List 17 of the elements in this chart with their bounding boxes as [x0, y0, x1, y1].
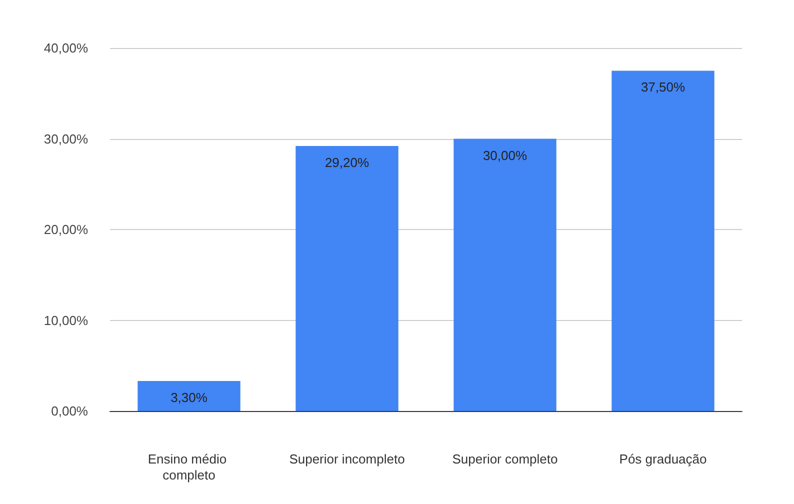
bar: [454, 138, 556, 411]
y-tick-label: 20,00%: [44, 222, 88, 237]
data-label: 29,20%: [324, 155, 370, 170]
x-tick-label: Superior completo: [452, 452, 558, 466]
bar: [296, 146, 398, 411]
y-tick-label: 0,00%: [51, 404, 88, 418]
data-label: 37,50%: [640, 80, 686, 95]
x-tick-label: Pós graduação: [619, 452, 707, 466]
x-tick-label: Ensino médio completo: [148, 452, 230, 482]
y-tick-label: 30,00%: [44, 131, 88, 146]
data-label: 3,30%: [170, 390, 208, 406]
y-tick-label: 10,00%: [44, 312, 88, 328]
data-label: 30,00%: [482, 148, 528, 163]
x-tick-label: Superior incompleto: [289, 452, 405, 466]
bar: [612, 70, 714, 411]
bar: [138, 381, 240, 411]
y-tick-label: 40,00%: [44, 40, 88, 56]
